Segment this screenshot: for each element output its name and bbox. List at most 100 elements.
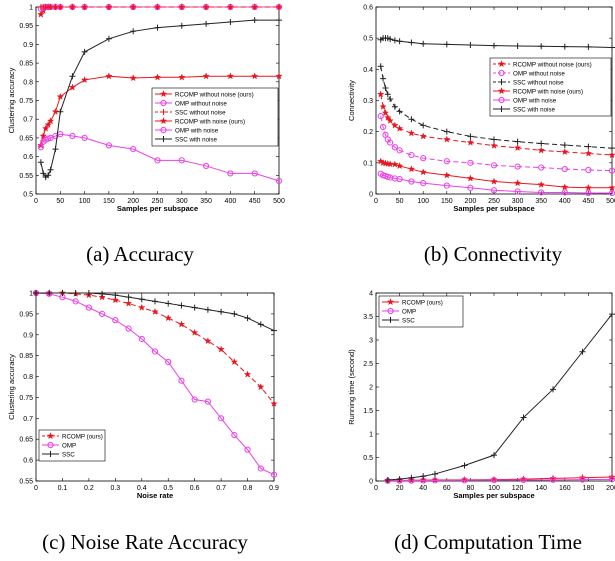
circle-marker-14 bbox=[561, 189, 568, 196]
star-marker-legend bbox=[497, 60, 506, 68]
x-tick-label: 300 bbox=[512, 198, 524, 205]
plus-marker-14 bbox=[561, 43, 568, 50]
circle-marker-7 bbox=[125, 325, 132, 332]
chart-c: 0 0.1 0.2 0.3 0.4 0.5 0.6 0.7 0.8 0.9 0.55 0.6 0.65 0… bbox=[7, 289, 279, 500]
plus-marker-9 bbox=[443, 41, 450, 48]
x-tick-label: 0 bbox=[34, 485, 38, 492]
star-marker-10 bbox=[466, 174, 475, 182]
legend-label: OMP bbox=[62, 442, 76, 449]
circle-marker-11 bbox=[154, 157, 161, 164]
x-tick-label: 200 bbox=[606, 485, 615, 492]
y-tick-label: 0.3 bbox=[363, 98, 373, 105]
plus-marker-11 bbox=[491, 42, 497, 49]
y-tick-label: 0.6 bbox=[363, 5, 373, 12]
plus-marker-15 bbox=[231, 310, 238, 317]
circle-marker-9 bbox=[443, 182, 450, 189]
x-tick-label: 120 bbox=[512, 485, 524, 492]
x-tick-label: 300 bbox=[176, 198, 188, 205]
plus-marker-5 bbox=[391, 37, 398, 44]
star-marker-15 bbox=[584, 149, 593, 157]
circle-marker-9 bbox=[579, 476, 586, 483]
circle-marker-0 bbox=[377, 112, 384, 120]
star-marker-legend bbox=[497, 87, 506, 95]
x-tick-label: 0.2 bbox=[84, 485, 94, 492]
plus-marker-0 bbox=[33, 290, 39, 296]
y-tick-label: 0.95 bbox=[19, 23, 33, 30]
legend-label: SSC without noise bbox=[175, 109, 226, 116]
star-marker-5 bbox=[51, 107, 60, 115]
plus-marker-15 bbox=[585, 143, 592, 150]
star-marker-10 bbox=[466, 138, 475, 146]
circle-marker-7 bbox=[520, 476, 527, 484]
x-tick-label: 140 bbox=[535, 485, 547, 492]
x-tick-label: 100 bbox=[79, 198, 91, 205]
star-marker-13 bbox=[202, 72, 210, 80]
y-tick-label: 0.2 bbox=[363, 129, 373, 136]
y-tick-label: 0.4 bbox=[363, 67, 373, 74]
y-tick-label: 0.65 bbox=[19, 437, 33, 444]
x-tick-label: 0 bbox=[34, 198, 38, 205]
star-marker-10 bbox=[164, 314, 172, 322]
plus-marker-legend bbox=[160, 109, 167, 115]
circle-marker-2 bbox=[382, 131, 389, 138]
x-axis-label: Samples per subspace bbox=[453, 204, 534, 213]
x-tick-label: 450 bbox=[249, 198, 261, 205]
star-marker-6 bbox=[56, 92, 65, 100]
circle-marker-10 bbox=[165, 358, 172, 366]
circle-marker-8 bbox=[420, 179, 427, 187]
star-marker-12 bbox=[178, 73, 186, 81]
y-tick-label: 0.55 bbox=[19, 173, 33, 180]
circle-marker-legend bbox=[160, 99, 167, 107]
y-tick-label: 0.95 bbox=[19, 311, 33, 318]
circle-marker-13 bbox=[538, 164, 545, 171]
star-marker-legend bbox=[159, 117, 168, 125]
star-marker-13 bbox=[537, 180, 545, 188]
y-tick-label: 1.5 bbox=[363, 408, 373, 415]
circle-marker-3 bbox=[72, 298, 79, 305]
y-axis-label: Clustering accuracy bbox=[7, 354, 16, 420]
plus-marker-5 bbox=[52, 146, 59, 153]
series-4 bbox=[377, 170, 615, 197]
star-marker-15 bbox=[230, 357, 239, 366]
plus-marker-7 bbox=[69, 4, 76, 10]
plus-marker-7 bbox=[520, 414, 527, 421]
x-tick-label: 50 bbox=[56, 198, 64, 205]
series-1 bbox=[377, 112, 615, 174]
circle-marker-9 bbox=[105, 142, 113, 149]
plus-marker-14 bbox=[227, 4, 234, 10]
x-tick-label: 0 bbox=[374, 198, 378, 205]
star-marker-5 bbox=[391, 121, 399, 129]
chart-d: 0 20 40 60 80 100 120 140 160 180 200 0 0.5 1 1.5 2 2.5 3… bbox=[347, 291, 615, 500]
circle-marker-10 bbox=[467, 184, 474, 191]
plus-marker-4 bbox=[387, 36, 394, 43]
circle-marker-14 bbox=[227, 170, 234, 177]
star-marker-7 bbox=[68, 83, 77, 91]
y-tick-label: 0.85 bbox=[19, 61, 33, 68]
x-tick-label: 400 bbox=[225, 198, 237, 205]
y-tick-label: 0.5 bbox=[363, 455, 373, 462]
legend-label: RCOMP without noise (ours) bbox=[513, 61, 592, 68]
circle-marker-8 bbox=[138, 335, 145, 343]
y-tick-label: 0.75 bbox=[19, 98, 33, 105]
y-tick-label: 3.5 bbox=[363, 314, 373, 321]
circle-marker-6 bbox=[112, 317, 119, 324]
y-tick-label: 0.6 bbox=[23, 458, 33, 465]
star-marker-7 bbox=[407, 129, 416, 137]
plus-marker-18 bbox=[271, 327, 277, 334]
circle-marker-13 bbox=[203, 162, 210, 170]
plus-marker-13 bbox=[538, 43, 545, 50]
star-marker-9 bbox=[443, 171, 451, 179]
star-marker-1 bbox=[39, 132, 48, 140]
star-marker-11 bbox=[177, 320, 186, 328]
circle-marker-legend bbox=[160, 126, 167, 134]
x-tick-label: 0.1 bbox=[58, 485, 68, 492]
y-tick-label: 0 bbox=[369, 192, 373, 199]
star-marker-15 bbox=[250, 72, 259, 80]
x-tick-label: 500 bbox=[606, 198, 615, 205]
star-marker-4 bbox=[46, 117, 55, 125]
circle-marker-13 bbox=[538, 189, 545, 196]
circle-marker-10 bbox=[130, 146, 137, 153]
circle-marker-7 bbox=[69, 132, 76, 140]
star-marker-4 bbox=[386, 160, 394, 168]
y-tick-label: 0.75 bbox=[19, 395, 33, 402]
